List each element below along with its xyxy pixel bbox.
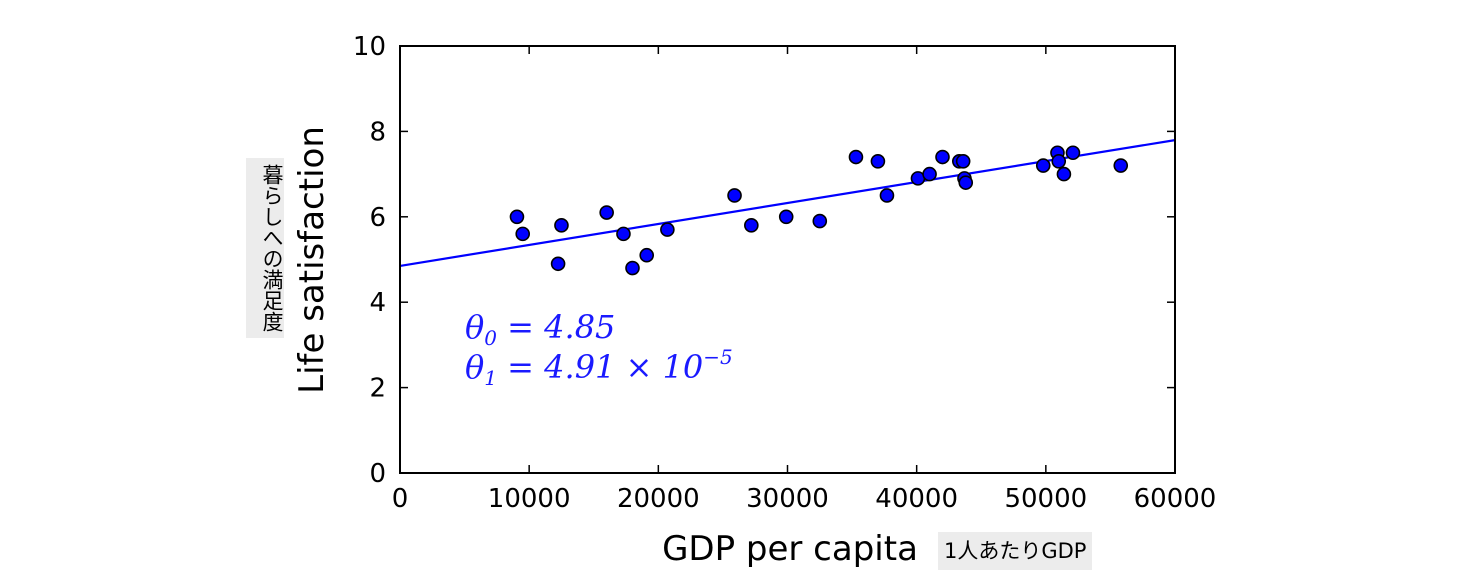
data-point [1113,158,1129,173]
data-point [1056,166,1072,182]
y-tick-label: 0 [369,459,386,489]
x-tick-label: 30000 [746,484,829,514]
x-axis-title-japanese: 1人あたりGDP [938,532,1093,570]
theta1-exponent: −5 [703,345,732,369]
data-point [639,247,655,263]
x-tick-label: 20000 [617,484,700,514]
theta1-symbol: θ [465,348,484,386]
data-point [922,166,937,182]
y-tick-label: 4 [369,288,386,318]
data-point [778,209,794,225]
x-axis-title: GDP per capita [662,529,918,569]
data-point [955,153,971,169]
x-tick-label: 10000 [488,484,571,514]
x-tick-label: 40000 [875,484,958,514]
theta0-equation: = 4.85 [497,308,615,346]
y-axis-title-japanese: 暮らしへの満足度 [246,158,284,338]
plot-frame [399,45,1176,474]
theta1-equation: = 4.91 × 10 [497,348,703,386]
y-tick-label: 8 [369,117,386,147]
data-point [1051,153,1067,169]
theta0-symbol: θ [465,308,484,346]
theta0-annotation: θ0 = 4.85 [465,308,615,350]
x-tick-label: 0 [392,484,409,514]
x-axis-ticks: 0 10000 20000 30000 40000 50000 60000 [392,46,1217,514]
data-point [509,209,525,225]
y-tick-label: 10 [353,32,386,62]
y-tick-label: 2 [369,374,386,404]
data-point [515,226,531,242]
theta1-annotation: θ1 = 4.91 × 10−5 [465,345,733,390]
data-point [958,175,974,190]
data-point [1065,145,1081,161]
data-points [509,145,1129,276]
data-point [870,153,886,169]
data-point [599,205,614,220]
data-point [616,226,631,242]
x-tick-label: 60000 [1134,484,1217,514]
data-point [812,213,828,229]
y-tick-label: 6 [369,203,386,233]
data-point [744,218,759,233]
data-point [625,260,640,276]
data-point [1035,158,1051,173]
data-point [550,256,566,272]
data-point [554,218,569,233]
x-tick-label: 50000 [1004,484,1087,514]
data-point [727,188,742,203]
data-point [879,188,895,203]
data-point [848,149,864,165]
theta1-subscript: 1 [484,366,497,390]
theta0-subscript: 0 [484,326,497,350]
data-point [935,149,950,165]
data-point [660,222,675,237]
y-axis-title: Life satisfaction [292,126,332,394]
